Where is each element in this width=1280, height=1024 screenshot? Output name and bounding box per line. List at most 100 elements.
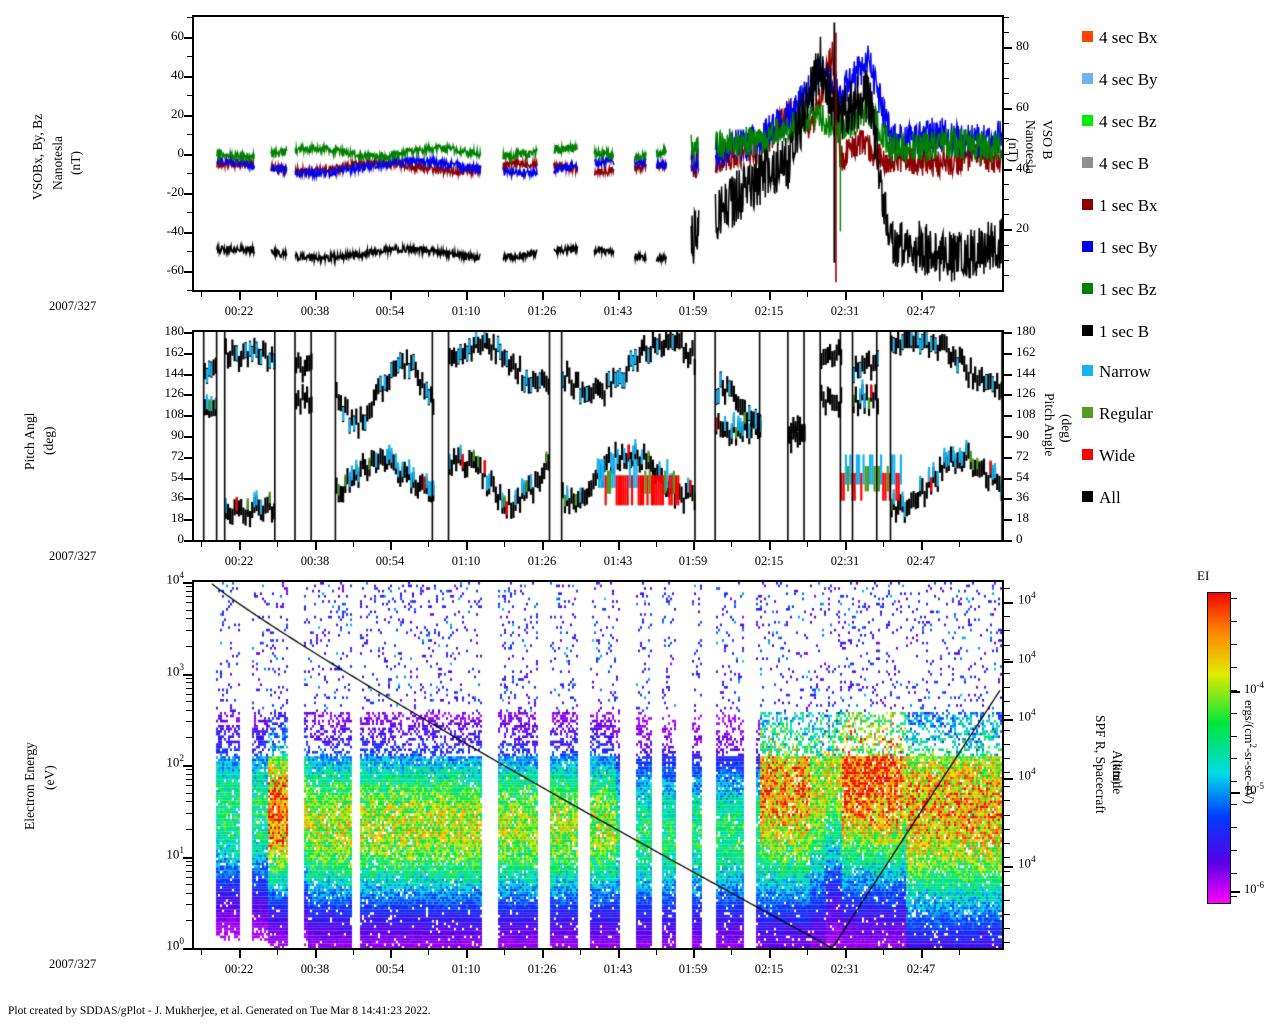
axis-tick xyxy=(580,950,582,955)
axis-tick xyxy=(1004,928,1010,930)
axis-tick xyxy=(1004,630,1010,632)
legend-swatch-icon xyxy=(1082,157,1093,168)
axis-tick xyxy=(504,292,506,297)
p3-ytick-right-label-4: 104 xyxy=(1018,855,1036,871)
legend-item-wide: Wide xyxy=(1082,446,1135,466)
axis-tick xyxy=(183,857,192,859)
axis-tick xyxy=(186,618,192,620)
ytick-label--40: -40 xyxy=(166,223,184,238)
p2-xtick-label-3: 01:10 xyxy=(451,554,481,568)
axis-tick xyxy=(1004,673,1010,675)
electron-energy-ylabel: Electron Energy xyxy=(22,742,37,830)
electron-energy-ylabel-units: (eV) xyxy=(42,765,57,790)
axis-tick xyxy=(353,950,355,955)
axis-tick xyxy=(187,212,192,214)
axis-tick xyxy=(184,332,192,334)
xtick-label-2: 00:54 xyxy=(375,304,405,318)
axis-tick xyxy=(1004,63,1009,65)
axis-tick xyxy=(1004,885,1010,887)
xtick-label-5: 01:43 xyxy=(603,304,633,318)
electron-spectrogram-canvas xyxy=(194,582,1002,948)
axis-tick xyxy=(769,950,771,958)
p2-ytick-label-0: 0 xyxy=(177,531,185,546)
axis-tick xyxy=(769,542,771,550)
p2-ytick-label-72: 72 xyxy=(171,448,184,463)
axis-tick xyxy=(466,292,468,300)
axis-tick xyxy=(186,646,192,648)
p2-xtick-label-8: 02:31 xyxy=(830,554,860,568)
p2-ytick-right-label-144: 144 xyxy=(1016,365,1036,380)
axis-tick xyxy=(186,630,192,632)
axis-tick xyxy=(1004,519,1012,521)
axis-tick xyxy=(390,950,392,958)
axis-tick xyxy=(1004,214,1009,216)
axis-tick xyxy=(353,542,355,547)
legend-swatch-icon xyxy=(1082,325,1093,336)
axis-tick xyxy=(731,292,733,297)
axis-tick xyxy=(184,478,192,480)
legend-label: Regular xyxy=(1099,404,1153,423)
axis-tick xyxy=(186,785,192,787)
axis-tick xyxy=(1004,871,1010,873)
axis-tick xyxy=(1004,942,1010,944)
axis-tick xyxy=(1004,245,1009,247)
axis-tick xyxy=(1004,829,1010,831)
magnetic-field-ylabel: VSOBx, By, Bz xyxy=(30,113,45,200)
axis-tick xyxy=(1004,730,1010,732)
legend-swatch-icon xyxy=(1082,491,1093,502)
axis-tick xyxy=(1004,786,1010,788)
axis-tick xyxy=(769,292,771,300)
axis-tick xyxy=(1004,394,1012,396)
axis-tick xyxy=(1004,436,1012,438)
axis-tick xyxy=(390,542,392,550)
axis-tick xyxy=(1004,457,1012,459)
axis-tick xyxy=(618,292,620,300)
pitch-angle-panel xyxy=(192,330,1004,542)
axis-tick xyxy=(187,173,192,175)
p2-ytick-label-126: 126 xyxy=(164,385,185,400)
pitch-angle-ylabel-units: (deg) xyxy=(41,426,56,455)
xtick-label-0: 00:22 xyxy=(224,304,254,318)
axis-tick xyxy=(184,415,192,417)
p2-ytick-label-180: 180 xyxy=(164,323,185,338)
axis-tick xyxy=(186,893,192,895)
colorbar-minor-tick xyxy=(1231,644,1237,646)
colorbar-gradient xyxy=(1207,592,1231,904)
colorbar-minor-tick xyxy=(1231,850,1237,852)
axis-tick xyxy=(186,688,192,690)
axis-tick xyxy=(1004,154,1009,156)
axis-tick xyxy=(184,498,192,500)
axis-tick xyxy=(1004,138,1009,140)
panel3-datestamp: 2007/327 xyxy=(49,957,97,971)
p2-ytick-right-label-54: 54 xyxy=(1016,469,1029,484)
axis-tick xyxy=(1004,744,1010,746)
axis-tick xyxy=(186,682,192,684)
axis-tick xyxy=(184,519,192,521)
colorbar-minor-tick xyxy=(1231,598,1237,600)
axis-tick xyxy=(1004,47,1012,49)
axis-tick xyxy=(542,950,544,958)
axis-tick xyxy=(542,292,544,300)
axis-tick xyxy=(1004,374,1012,376)
legend-swatch-icon xyxy=(1082,449,1093,460)
ytick-label-40: 40 xyxy=(171,67,184,82)
axis-tick xyxy=(1004,616,1010,618)
xtick-label-8: 02:31 xyxy=(830,304,860,318)
axis-tick xyxy=(186,793,192,795)
axis-tick xyxy=(184,540,192,542)
axis-tick xyxy=(186,610,192,612)
legend-swatch-icon xyxy=(1082,241,1093,252)
legend-label: All xyxy=(1099,488,1121,507)
axis-tick xyxy=(186,829,192,831)
axis-tick xyxy=(1004,602,1010,604)
axis-tick xyxy=(186,920,192,922)
p3-xtick-label-8: 02:31 xyxy=(830,962,860,976)
legend-item-1-sec-b: 1 sec B xyxy=(1082,322,1149,342)
colorbar-minor-tick xyxy=(1231,873,1237,875)
axis-tick xyxy=(1004,93,1009,95)
colorbar-minor-tick xyxy=(1231,736,1237,738)
axis-tick xyxy=(1004,719,1013,721)
axis-tick xyxy=(1004,478,1012,480)
colorbar-minor-tick xyxy=(1231,713,1237,715)
axis-tick xyxy=(183,948,192,950)
